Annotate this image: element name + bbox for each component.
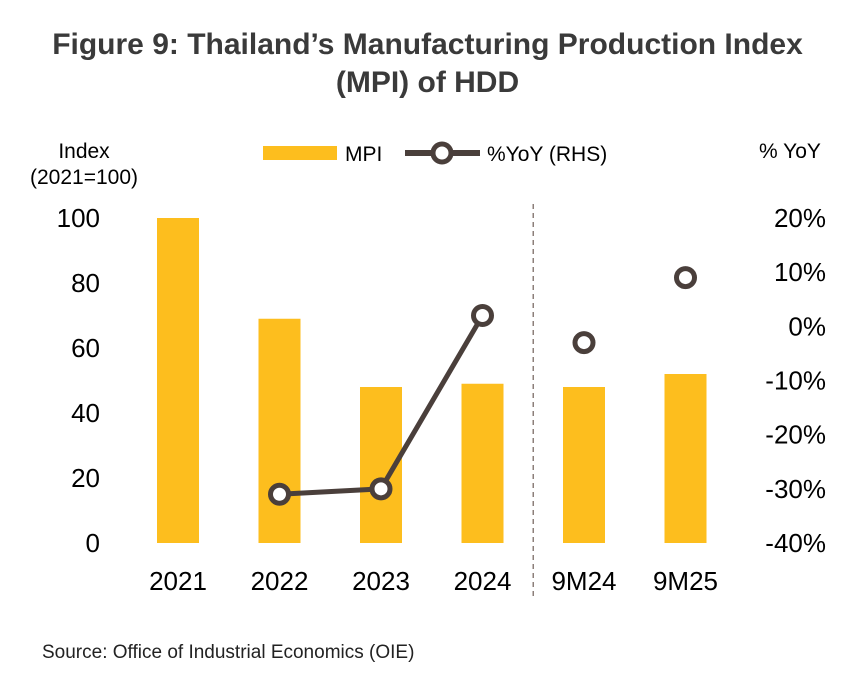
mpi-bar-9m24 [563, 387, 605, 543]
left-tick-label: 40 [71, 398, 100, 428]
mpi-bar-2022 [258, 318, 301, 543]
left-axis-label-line2: (2021=100) [30, 166, 138, 189]
legend-mpi-label: MPI [345, 143, 382, 166]
right-axis-ticks: -40% -30% -20% -10% 0% 10% 20% [765, 203, 826, 558]
right-axis-label: % YoY [759, 140, 821, 163]
category-label: 9M24 [551, 566, 616, 596]
category-label: 2024 [454, 566, 512, 596]
category-labels: 2021 2022 2023 2024 9M24 9M25 [149, 566, 718, 596]
category-label: 2023 [352, 566, 410, 596]
category-label: 9M25 [653, 566, 718, 596]
right-tick-label: 20% [774, 203, 826, 233]
right-tick-label: -30% [765, 474, 826, 504]
left-axis-label-line1: Index [58, 140, 110, 163]
legend-line-marker [430, 141, 454, 165]
category-label: 2022 [251, 566, 309, 596]
left-tick-label: 100 [57, 203, 100, 233]
yoy-point-2023 [369, 477, 393, 501]
legend-bar-swatch [263, 146, 337, 160]
legend-yoy-label: %YoY (RHS) [487, 143, 607, 166]
right-tick-label: 0% [788, 311, 826, 341]
left-tick-label: 80 [71, 268, 100, 298]
source-note: Source: Office of Industrial Economics (… [42, 642, 415, 663]
mpi-bar-2021 [157, 218, 199, 543]
mpi-bars [157, 218, 707, 543]
right-tick-label: -10% [765, 366, 826, 396]
right-tick-label: 10% [774, 257, 826, 287]
legend: MPI %YoY (RHS) [263, 141, 607, 166]
yoy-line-segment [277, 486, 384, 497]
yoy-point-2024 [471, 304, 494, 327]
yoy-line-segment [378, 313, 485, 492]
yoy-line-series [268, 266, 697, 506]
yoy-point-9m25 [674, 266, 697, 290]
right-tick-label: -20% [765, 420, 826, 450]
right-tick-label: -40% [765, 528, 826, 558]
mpi-bar-2024 [461, 383, 504, 543]
yoy-point-2022 [268, 482, 291, 506]
chart-title: Figure 9: Thailand’s Manufacturing Produ… [0, 26, 855, 102]
chart-title-line2: (MPI) of HDD [335, 66, 520, 99]
yoy-point-9m24 [572, 331, 596, 355]
mpi-bar-9m25 [664, 374, 707, 543]
chart-title-line1: Figure 9: Thailand’s Manufacturing Produ… [52, 28, 803, 61]
left-tick-label: 60 [71, 333, 100, 363]
left-tick-label: 0 [86, 528, 100, 558]
category-label: 2021 [149, 566, 207, 596]
left-axis-ticks: 0 20 40 60 80 100 [57, 203, 100, 558]
left-tick-label: 20 [71, 463, 100, 493]
